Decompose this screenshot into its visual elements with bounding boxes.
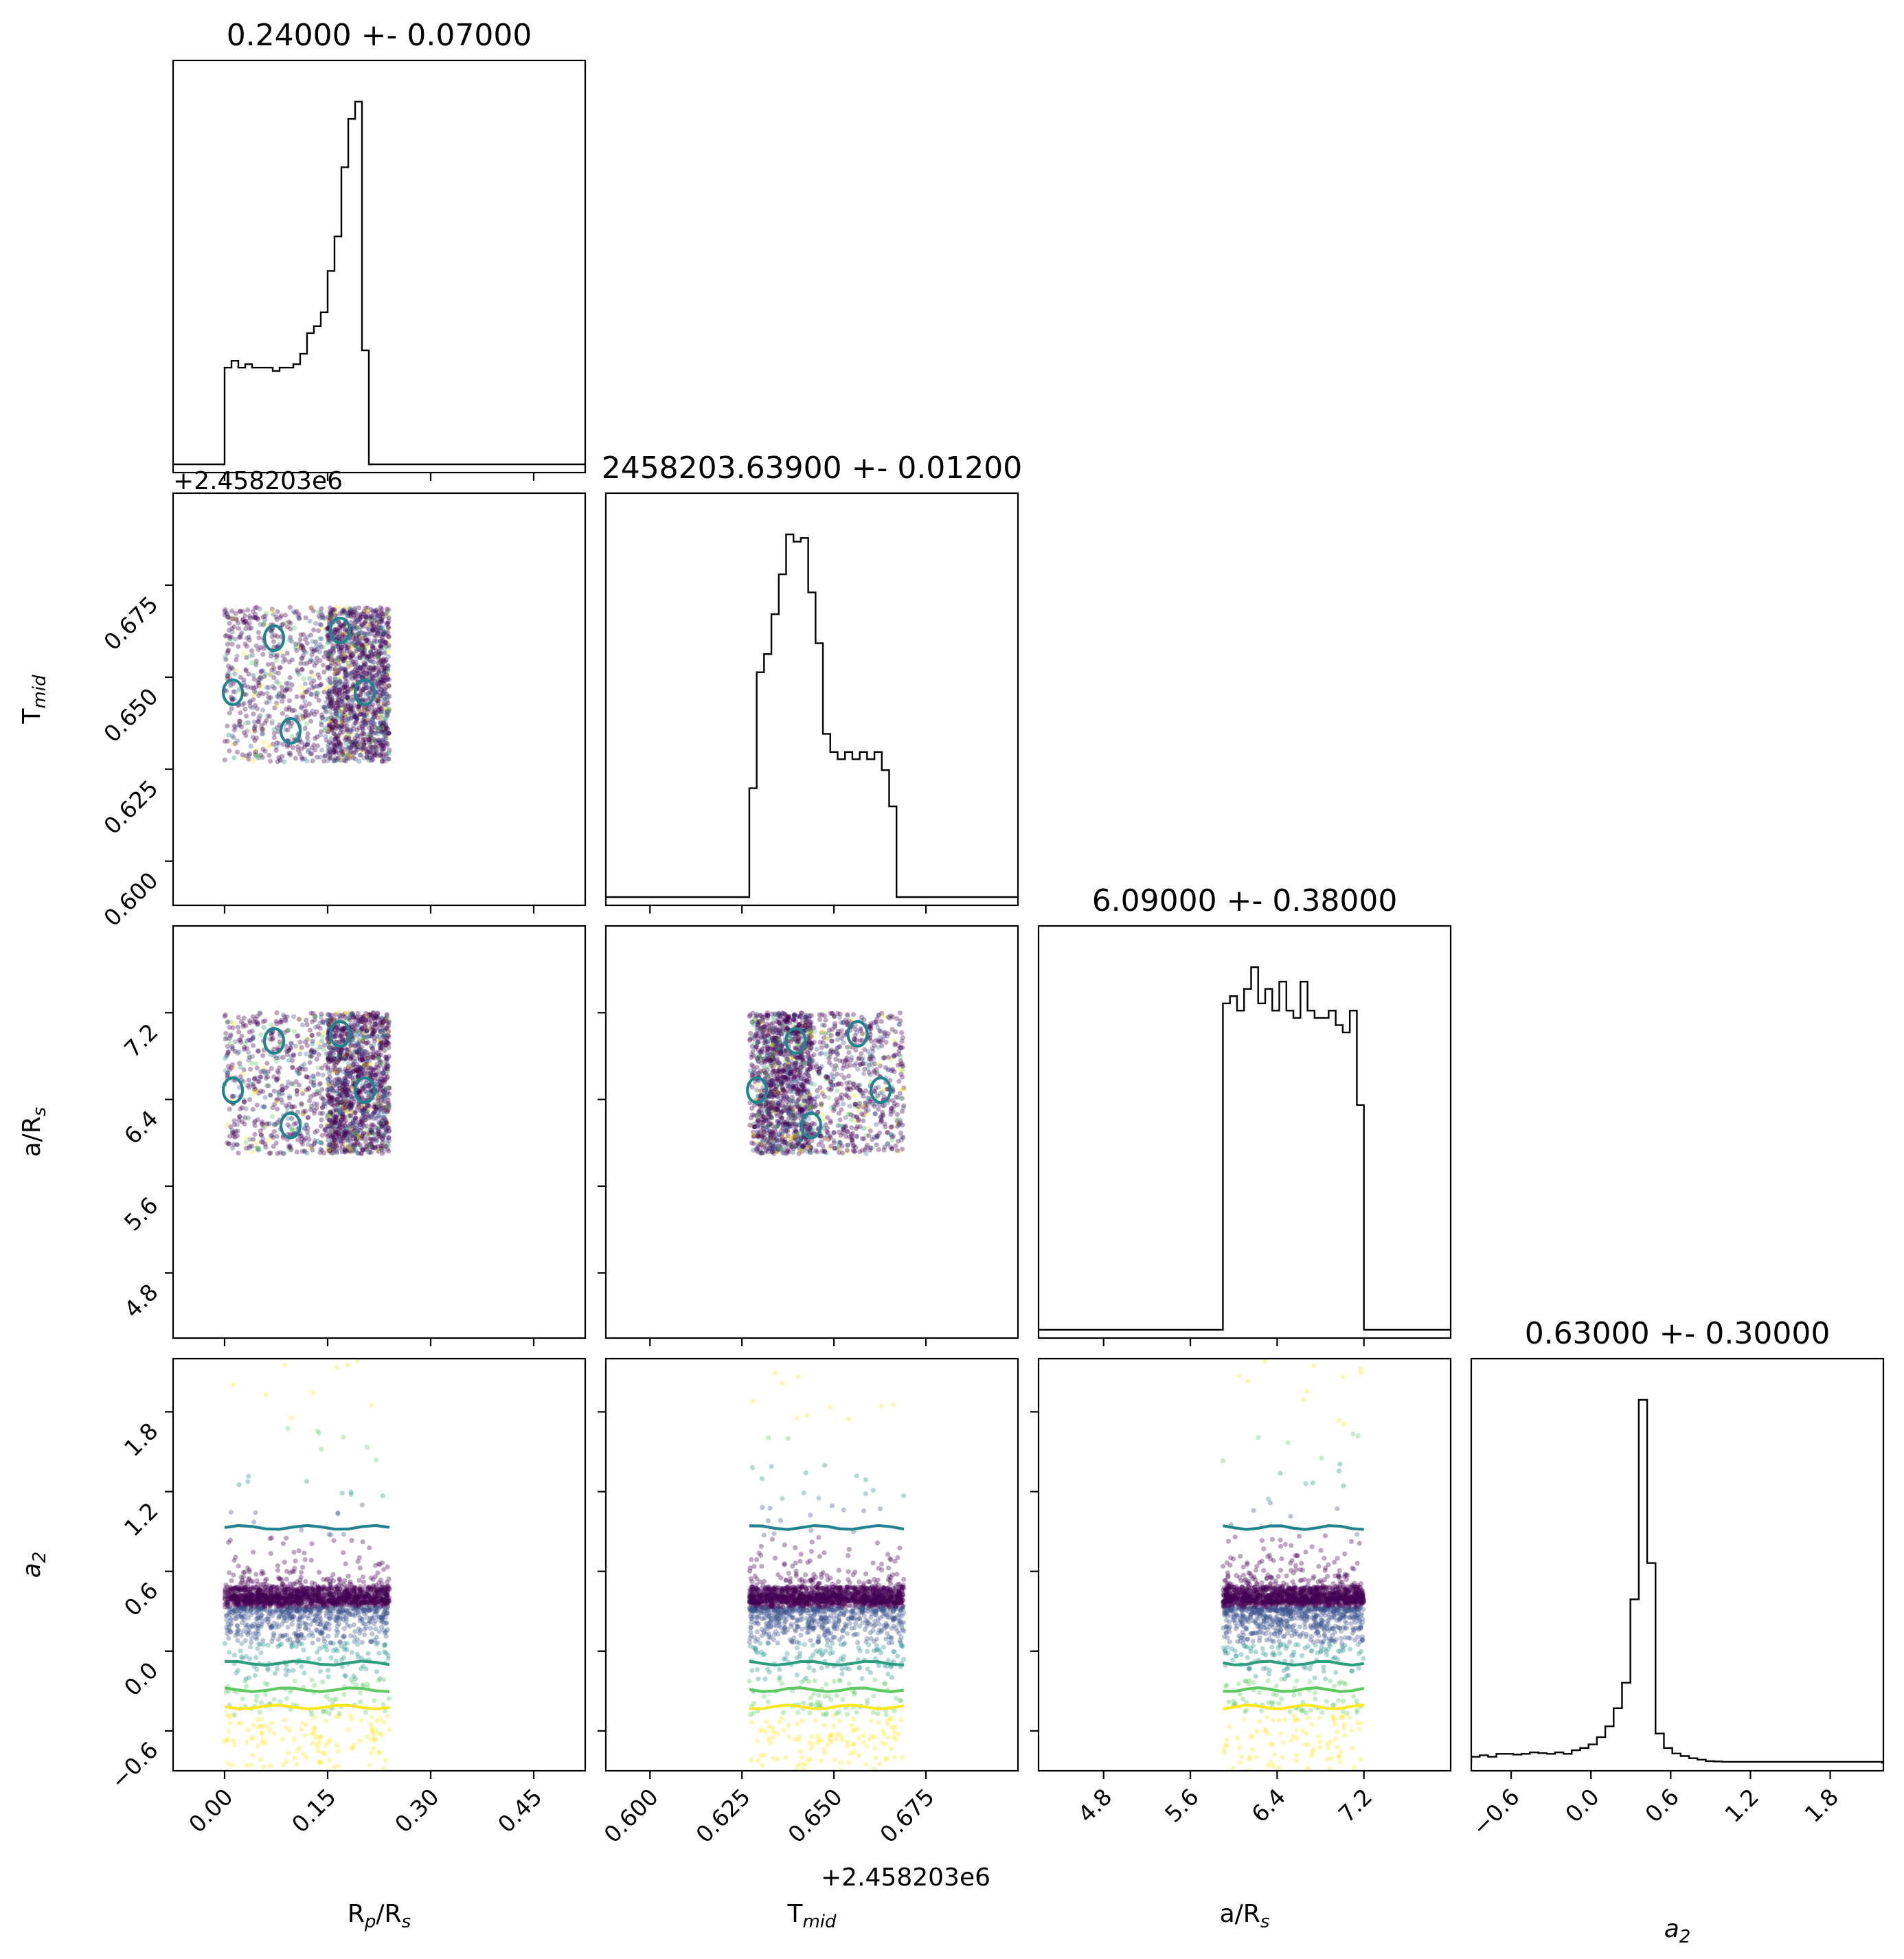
histogram-title-3: 0.63000 +- 0.30000 bbox=[1525, 1316, 1831, 1351]
x-tick-label-2-0: 4.8 bbox=[1073, 1783, 1118, 1828]
x-tick-label-3-3: 1.2 bbox=[1719, 1783, 1764, 1828]
panel-0-0: 0.24000 +- 0.07000 bbox=[173, 18, 585, 481]
x-tick-label-3-4: 1.8 bbox=[1800, 1783, 1844, 1828]
histogram-title-1: 2458203.63900 +- 0.01200 bbox=[602, 451, 1023, 486]
x-axis-label-2: a/Rs bbox=[1220, 1900, 1270, 1932]
x-tick-label-1-0: 0.600 bbox=[599, 1783, 664, 1848]
x-axis-label-1: Tmid bbox=[786, 1900, 837, 1932]
histogram-1 bbox=[606, 534, 1018, 897]
y-tick-label-3-1: 0.0 bbox=[119, 1657, 163, 1701]
panel-3-2: 4.8 5.6 6.4 7.2 bbox=[1030, 1359, 1451, 1828]
y-tick-label-1-1: 0.625 bbox=[98, 775, 163, 839]
x-offset-label: +2.458203e6 bbox=[821, 1864, 990, 1892]
panel-2-1 bbox=[598, 926, 1018, 1346]
panel-1-1: 2458203.63900 +- 0.01200 bbox=[602, 451, 1023, 914]
x-tick-label-2-3: 7.2 bbox=[1333, 1783, 1378, 1828]
x-tick-label-1-3: 0.675 bbox=[874, 1783, 939, 1848]
x-axis-label-0: Rp/Rs bbox=[348, 1900, 411, 1932]
histogram-3 bbox=[1471, 1400, 1883, 1763]
y-tick-label-2-3: 7.2 bbox=[119, 1018, 163, 1063]
panel-3-1: 0.600 0.625 0.650 0.675 bbox=[598, 1359, 1018, 1848]
x-axis-label-3: a2 bbox=[1664, 1915, 1691, 1947]
x-tick-label-1-1: 0.625 bbox=[690, 1783, 755, 1848]
scatter-2-1 bbox=[747, 1010, 906, 1156]
y-tick-label-3-3: 1.2 bbox=[119, 1497, 163, 1542]
x-tick-label-2-1: 5.6 bbox=[1159, 1783, 1204, 1828]
panel-1-0: 0.600 0.625 0.650 0.675 bbox=[98, 493, 585, 931]
histogram-0 bbox=[173, 102, 585, 464]
x-tick-label-1-2: 0.650 bbox=[782, 1783, 847, 1848]
x-tick-label-2-2: 6.4 bbox=[1246, 1783, 1291, 1828]
y-tick-label-1-0: 0.600 bbox=[98, 867, 163, 931]
panel-frame bbox=[606, 493, 1018, 905]
y-tick-label-3-2: 0.6 bbox=[119, 1577, 163, 1622]
histogram-2 bbox=[1039, 967, 1451, 1330]
x-tick-label-3-2: 0.6 bbox=[1640, 1783, 1684, 1828]
x-tick-label-3-1: 0.0 bbox=[1560, 1783, 1605, 1828]
y-tick-label-3-0: −0.6 bbox=[105, 1736, 163, 1794]
histogram-title-2: 6.09000 +- 0.38000 bbox=[1092, 883, 1398, 918]
panel-2-0: 4.8 5.6 6.4 7.2 bbox=[119, 926, 585, 1346]
panel-frame bbox=[1471, 1359, 1883, 1771]
x-tick-label-3-0: −0.6 bbox=[1466, 1783, 1524, 1841]
y-axis-label-3: a2 bbox=[18, 1552, 50, 1578]
x-tick-label-0-3: 0.45 bbox=[492, 1783, 547, 1838]
y-tick-label-2-2: 6.4 bbox=[119, 1105, 163, 1150]
y-tick-label-3-4: 1.8 bbox=[119, 1417, 163, 1462]
scatter-3-2 bbox=[1221, 1359, 1366, 1773]
y-offset-label: +2.458203e6 bbox=[173, 467, 343, 495]
scatter-3-1 bbox=[747, 1370, 906, 1773]
panel-3-0: 0.00 0.15 0.30 0.45 −0.6 0.0 0.6 1.2 1.8 bbox=[105, 1359, 585, 1838]
panel-frame bbox=[173, 60, 585, 473]
y-axis-label-1: Tmid bbox=[18, 675, 50, 725]
y-tick-label-1-2: 0.650 bbox=[98, 683, 163, 747]
y-axis-label-2: a/Rs bbox=[18, 1107, 50, 1157]
panel-2-2: 6.09000 +- 0.38000 bbox=[1039, 883, 1451, 1346]
panel-frame bbox=[1039, 926, 1451, 1338]
panel-3-3: 0.63000 +- 0.30000 −0.6 0.0 0.6 1.2 1.8 bbox=[1466, 1316, 1883, 1841]
scatter-3-0 bbox=[222, 1359, 392, 1771]
x-tick-label-0-2: 0.30 bbox=[389, 1783, 444, 1838]
y-tick-label-1-3: 0.675 bbox=[98, 591, 163, 655]
y-tick-label-2-0: 4.8 bbox=[119, 1278, 163, 1323]
scatter-1-0 bbox=[222, 605, 392, 765]
scatter-2-0 bbox=[222, 1010, 392, 1156]
histogram-title-0: 0.24000 +- 0.07000 bbox=[227, 18, 532, 53]
y-tick-label-2-1: 5.6 bbox=[119, 1192, 163, 1236]
x-tick-label-0-1: 0.15 bbox=[286, 1783, 341, 1838]
x-tick-label-0-0: 0.00 bbox=[183, 1783, 238, 1838]
